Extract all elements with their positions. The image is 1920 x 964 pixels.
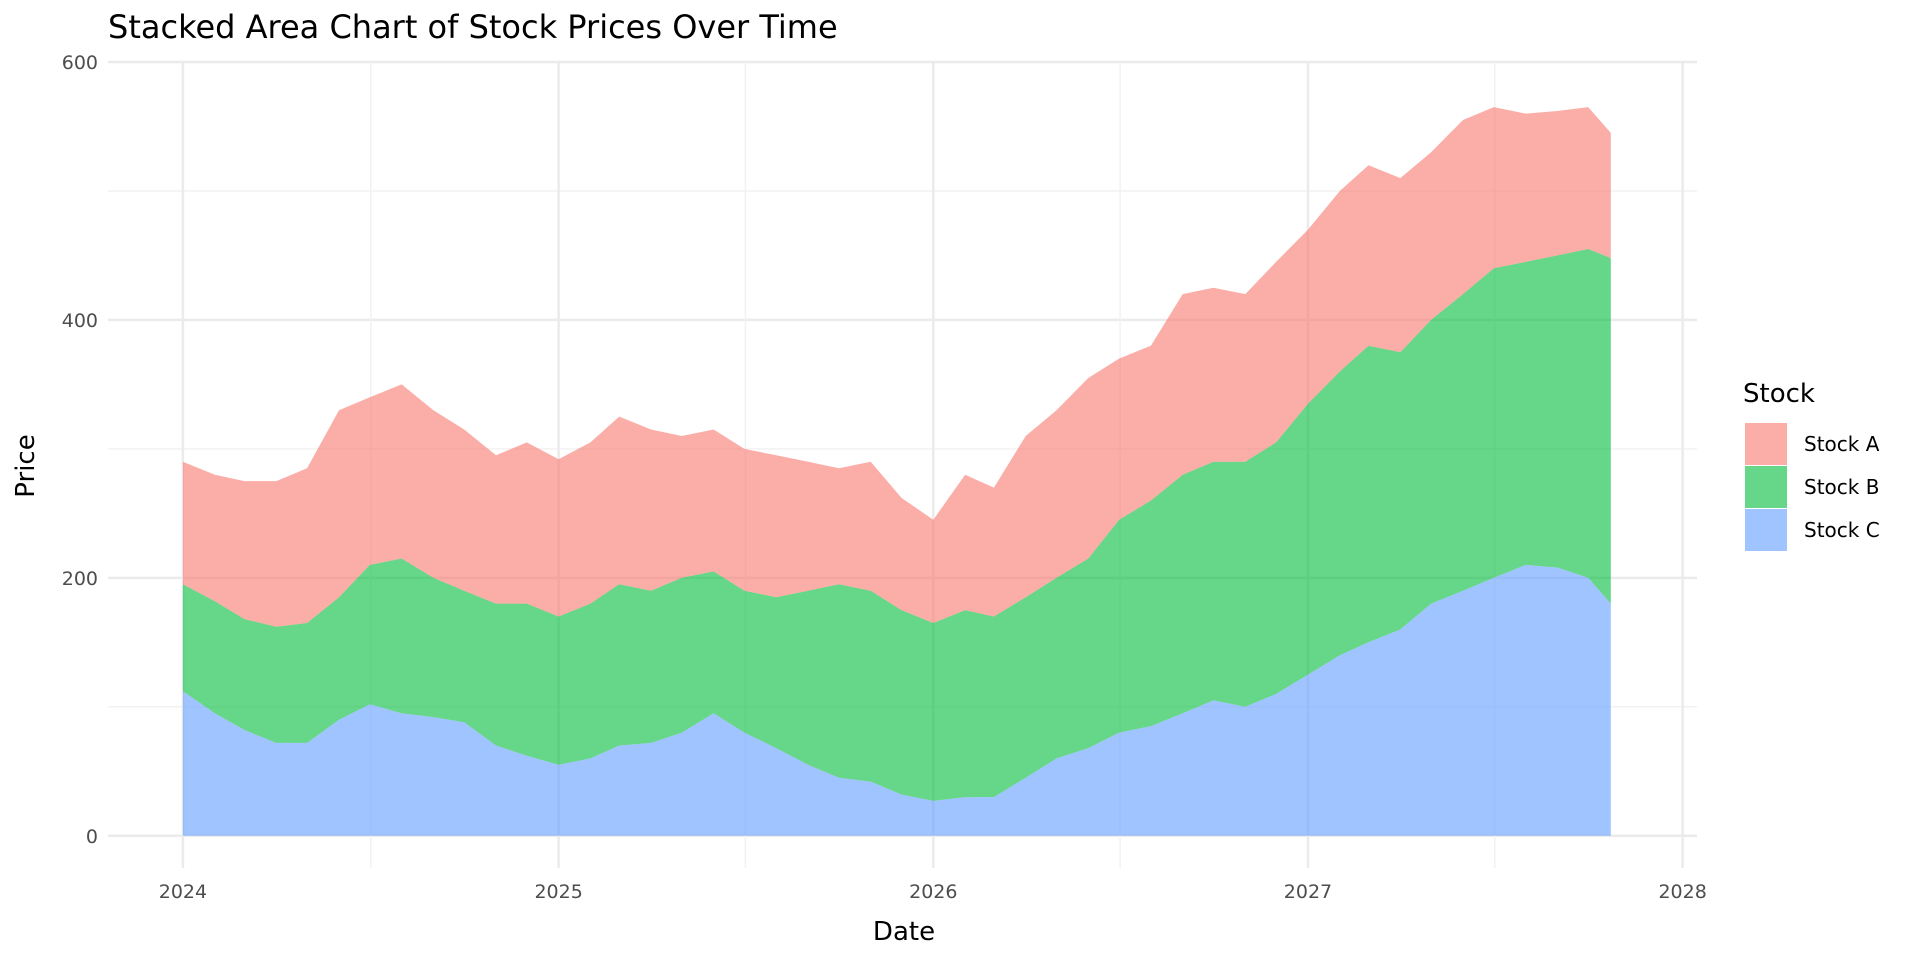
y-tick-label: 200 — [62, 568, 98, 590]
x-tick-label: 2025 — [534, 881, 582, 903]
legend-key — [1745, 466, 1787, 508]
y-axis-ticks: 0 200 400 600 — [62, 52, 98, 848]
legend-key — [1745, 509, 1787, 551]
area-stock-a — [182, 107, 1611, 627]
legend-key — [1745, 423, 1787, 465]
legend: Stock Stock A Stock B Stock C — [1743, 379, 1880, 551]
areas — [182, 107, 1611, 836]
legend-label: Stock A — [1804, 432, 1880, 456]
legend-label: Stock C — [1804, 518, 1880, 542]
y-axis-label: Price — [11, 434, 41, 497]
area-stock-b — [182, 249, 1611, 801]
x-axis-ticks: 2024 2025 2026 2027 2028 — [159, 881, 1707, 903]
x-tick-label: 2026 — [909, 881, 957, 903]
legend-label: Stock B — [1804, 475, 1879, 499]
x-axis-label: Date — [873, 917, 935, 947]
chart-title: Stacked Area Chart of Stock Prices Over … — [108, 8, 838, 46]
x-tick-label: 2027 — [1284, 881, 1332, 903]
y-tick-label: 600 — [62, 52, 98, 74]
legend-title: Stock — [1743, 379, 1815, 409]
y-tick-label: 400 — [62, 310, 98, 332]
x-tick-label: 2024 — [159, 881, 207, 903]
y-tick-label: 0 — [86, 826, 98, 848]
area-stock-c — [182, 564, 1611, 836]
x-tick-label: 2028 — [1658, 881, 1706, 903]
